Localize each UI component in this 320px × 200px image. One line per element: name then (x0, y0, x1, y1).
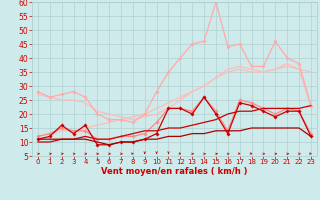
X-axis label: Vent moyen/en rafales ( km/h ): Vent moyen/en rafales ( km/h ) (101, 167, 248, 176)
